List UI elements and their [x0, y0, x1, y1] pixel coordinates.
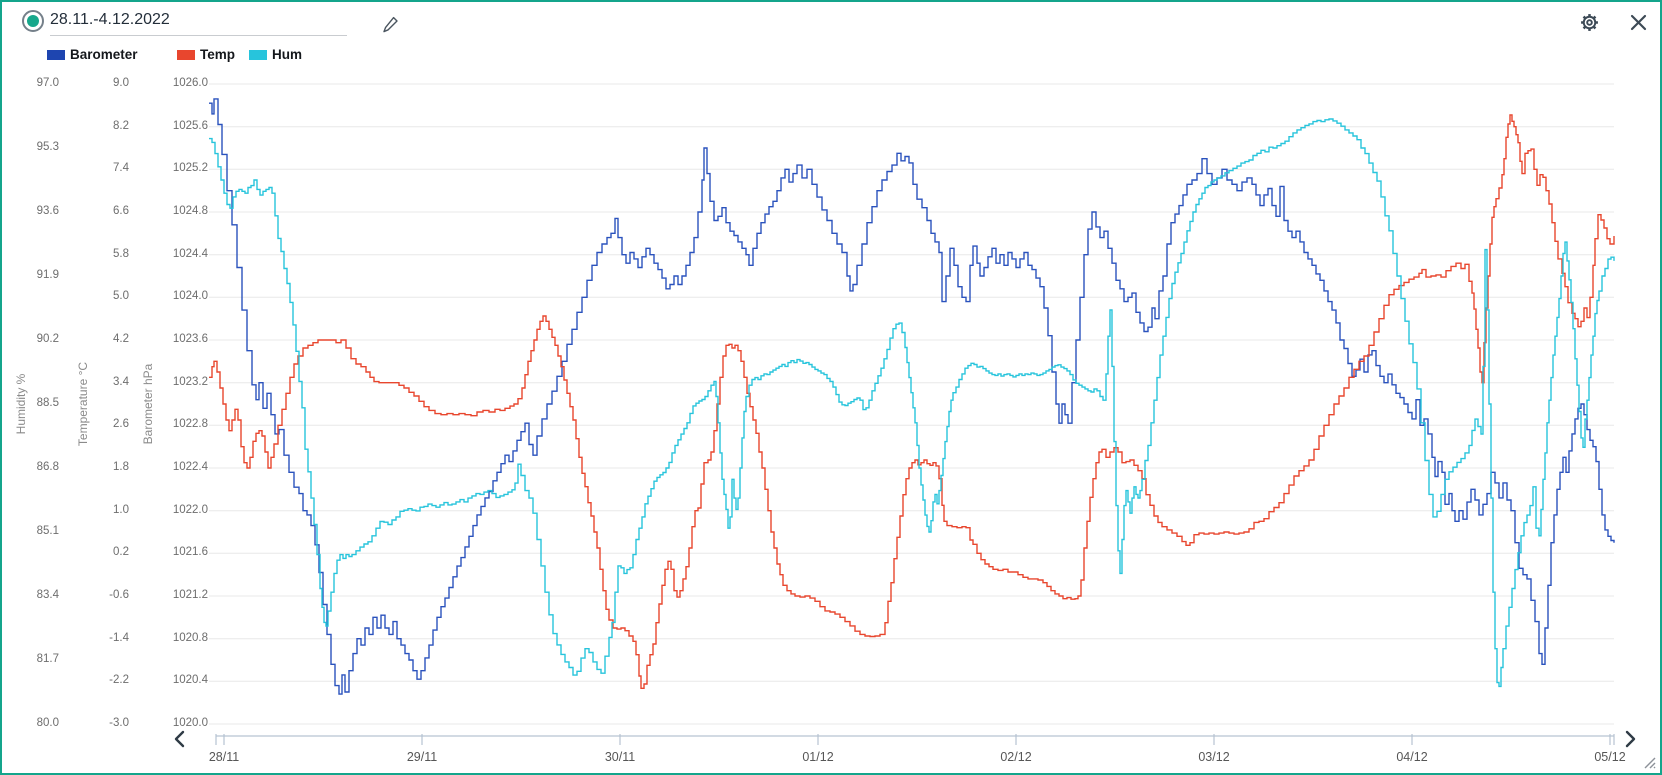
date-label: 30/11	[604, 750, 636, 764]
tick-label-temperature: 0.2	[113, 546, 129, 559]
radio-button[interactable]	[22, 10, 44, 32]
tick-label-humidity: 85.1	[36, 525, 59, 537]
date-label: 02/12	[1000, 750, 1032, 764]
tick-label-temperature: -2.2	[109, 674, 129, 687]
chevron-left-icon	[174, 730, 185, 748]
tick-label-temperature: 3.4	[113, 375, 129, 388]
date-label: 28/11	[208, 750, 240, 764]
tick-label-barometer: 1026.0	[172, 77, 208, 89]
tick-label-temperature: 6.6	[113, 205, 129, 217]
gear-icon	[1581, 14, 1598, 31]
tick-label-barometer: 1023.2	[172, 375, 208, 388]
tick-label-temperature: 1.0	[113, 503, 129, 516]
tick-label-temperature: 5.0	[113, 290, 129, 303]
tick-label-temperature: 5.8	[113, 247, 129, 260]
date-label: 03/12	[1198, 750, 1230, 764]
tick-label-humidity: 91.9	[36, 269, 59, 281]
radio-dot-icon	[27, 15, 39, 27]
tick-label-temperature: -1.4	[109, 631, 129, 644]
tick-label-barometer: 1022.8	[172, 418, 208, 431]
legend-label: Barometer	[70, 47, 138, 62]
legend-item-barometer[interactable]: Barometer	[47, 47, 138, 62]
date-label: 01/12	[802, 750, 834, 764]
tick-label-barometer: 1020.0	[172, 717, 208, 729]
tick-label-barometer: 1025.2	[172, 162, 208, 175]
tick-label-temperature: 9.0	[113, 77, 129, 89]
tick-label-barometer: 1020.8	[172, 631, 208, 644]
tick-label-temperature: -0.6	[109, 589, 129, 601]
legend-item-temp[interactable]: Temp	[177, 47, 235, 62]
y-axis-title-temperature: Temperature °C	[76, 361, 90, 447]
close-icon	[1630, 14, 1647, 31]
tick-label-barometer: 1024.4	[172, 247, 208, 260]
tick-label-barometer: 1021.2	[172, 589, 208, 601]
legend-swatch-hum	[249, 49, 267, 60]
tick-label-barometer: 1020.4	[172, 674, 208, 687]
tick-label-temperature: 7.4	[113, 162, 129, 175]
settings-button[interactable]	[1578, 11, 1601, 34]
tick-label-barometer: 1022.0	[172, 503, 208, 516]
tick-label-humidity: 86.8	[36, 461, 59, 473]
tick-label-humidity: 93.6	[36, 205, 59, 217]
legend-item-hum[interactable]: Hum	[249, 47, 302, 62]
tick-label-barometer: 1024.0	[172, 290, 208, 303]
tick-label-barometer: 1022.4	[172, 461, 208, 473]
tick-label-barometer: 1023.6	[172, 333, 208, 345]
tick-label-barometer: 1021.6	[172, 546, 208, 559]
pencil-icon	[383, 16, 398, 33]
legend-label: Hum	[272, 47, 302, 62]
tick-label-temperature: 2.6	[113, 418, 129, 431]
series-hum	[209, 118, 1615, 688]
y-axis-title-humidity: Humidity %	[14, 373, 28, 435]
tick-label-humidity: 81.7	[36, 653, 59, 665]
close-button[interactable]	[1630, 14, 1647, 31]
date-range-input[interactable]	[50, 8, 347, 36]
prev-day-button[interactable]	[172, 729, 188, 749]
tick-label-humidity: 83.4	[36, 589, 59, 601]
next-day-button[interactable]	[1622, 729, 1638, 749]
tick-label-humidity: 80.0	[36, 717, 59, 729]
legend-swatch-temp	[177, 49, 195, 60]
date-label: 05/12	[1594, 750, 1626, 764]
y-ticks-barometer: 1026.0 1025.6 1025.2 1024.8 1024.4 1024.0 1023…	[150, 2, 208, 773]
y-axis-title-barometer: Barometer hPa	[141, 363, 155, 445]
tick-label-barometer: 1024.8	[172, 205, 208, 217]
tick-label-temperature: 1.8	[113, 461, 129, 473]
tick-label-humidity: 95.3	[36, 141, 59, 153]
series-temp	[209, 114, 1615, 689]
tick-label-temperature: -3.0	[109, 717, 129, 729]
tick-label-barometer: 1025.6	[172, 119, 208, 132]
date-label: 29/11	[406, 750, 438, 764]
legend-label: Temp	[200, 47, 236, 62]
series-barometer	[209, 98, 1615, 695]
legend-swatch-barometer	[47, 49, 65, 60]
tick-label-humidity: 97.0	[36, 77, 59, 89]
y-ticks-temperature: 9.0 8.2 7.4 6.6 5.8 5.0 4.2 3.4 2.6 1.8 1.0 0.2 -0.6…	[88, 2, 129, 773]
tick-label-temperature: 4.2	[113, 333, 129, 345]
tick-label-temperature: 8.2	[113, 119, 129, 132]
edit-button[interactable]	[381, 15, 401, 35]
resize-handle[interactable]	[1640, 753, 1656, 769]
chevron-right-icon	[1625, 730, 1636, 748]
tick-label-humidity: 90.2	[36, 333, 59, 345]
date-label: 04/12	[1396, 750, 1428, 764]
